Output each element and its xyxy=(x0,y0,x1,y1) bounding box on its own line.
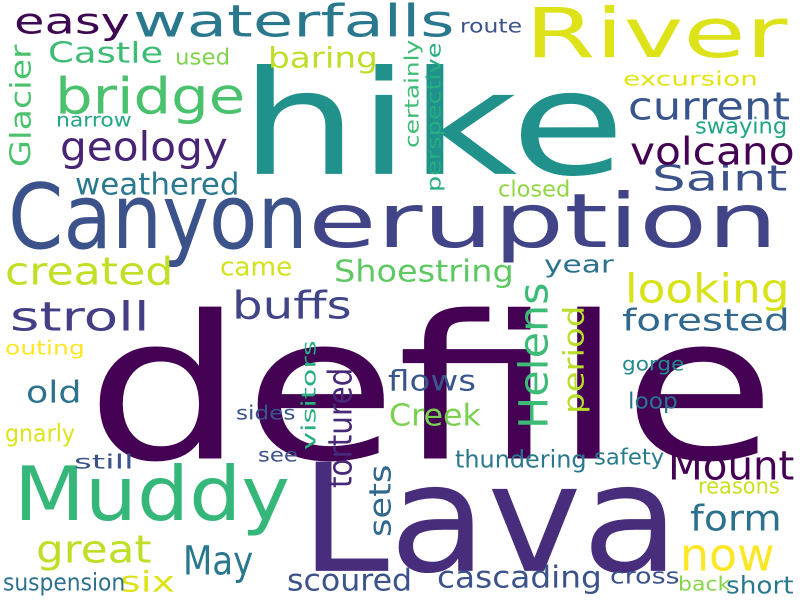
word-cross: cross xyxy=(610,563,680,589)
word-bridge: bridge xyxy=(55,67,246,126)
word-closed: closed xyxy=(498,176,571,202)
word-form: form xyxy=(690,498,782,540)
word-stroll: stroll xyxy=(10,294,150,341)
word-six: six xyxy=(120,566,176,599)
word-gnarly: gnarly xyxy=(5,420,75,448)
word-see: see xyxy=(258,444,298,467)
word-river: River xyxy=(525,0,788,74)
word-came: came xyxy=(220,251,293,282)
word-old: old xyxy=(26,374,82,410)
word-excursion: excursion xyxy=(623,68,758,91)
word-mount: Mount xyxy=(668,443,795,490)
word-lava: Lava xyxy=(300,432,680,600)
word-forested: forested xyxy=(622,302,790,338)
word-safety: safety xyxy=(594,444,665,470)
word-tortured: tortured xyxy=(322,367,360,488)
word-suspension: suspension xyxy=(3,569,126,597)
word-muddy: Muddy xyxy=(14,451,290,539)
word-loop: loop xyxy=(628,388,678,414)
word-scoured: scoured xyxy=(287,562,413,598)
word-cascading: cascading xyxy=(437,559,602,595)
word-back: back xyxy=(678,573,731,596)
word-still: still xyxy=(74,451,134,474)
word-perspective: perspective xyxy=(423,42,446,192)
word-swaying: swaying xyxy=(695,113,788,139)
word-sets: sets xyxy=(362,464,398,537)
word-great: great xyxy=(36,527,152,572)
word-volcano: volcano xyxy=(630,129,795,174)
word-helens: Helens xyxy=(511,282,558,429)
word-certainly: certainly xyxy=(401,39,424,148)
word-glacier: Glacier xyxy=(5,44,38,167)
word-used: used xyxy=(175,44,231,70)
word-eruption: eruption xyxy=(308,178,779,266)
word-creek: Creek xyxy=(389,397,481,433)
word-may: May xyxy=(183,538,254,585)
word-buffs: buffs xyxy=(232,283,352,328)
word-narrow: narrow xyxy=(56,109,132,132)
word-thundering: thundering xyxy=(455,446,587,474)
word-gorge: gorge xyxy=(622,353,685,376)
word-defile: defile xyxy=(86,273,776,506)
word-baring: baring xyxy=(268,42,378,75)
word-saint: Saint xyxy=(652,158,788,200)
word-year: year xyxy=(544,251,614,279)
word-canyon: Canyon xyxy=(8,164,308,270)
word-looking: looking xyxy=(625,266,790,313)
word-now: now xyxy=(680,528,775,582)
word-easy: easy xyxy=(14,1,130,43)
word-created: created xyxy=(5,249,174,294)
word-current: current xyxy=(628,84,791,129)
word-hike: hike xyxy=(240,39,626,209)
word-period: period xyxy=(558,305,591,414)
word-flows: flows xyxy=(388,365,477,398)
word-route: route xyxy=(460,15,523,38)
word-reasons: reasons xyxy=(698,473,780,499)
word-visitors: visitors xyxy=(298,340,321,450)
word-short: short xyxy=(726,572,794,600)
word-sides: sides xyxy=(236,402,296,425)
word-shoestring: Shoestring xyxy=(334,253,514,289)
word-waterfalls: waterfalls xyxy=(133,0,455,48)
word-castle: Castle xyxy=(48,37,164,70)
word-geology: geology xyxy=(60,124,228,171)
word-weathered: weathered xyxy=(75,166,240,202)
word-outing: outing xyxy=(5,337,85,360)
